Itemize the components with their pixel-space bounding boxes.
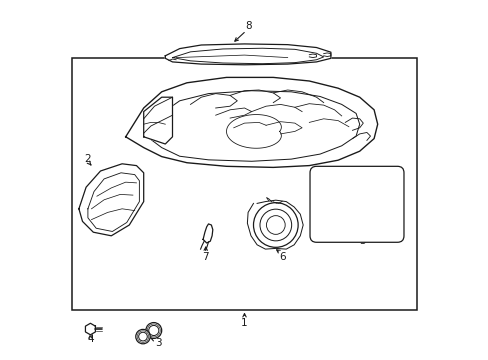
Text: 6: 6	[279, 252, 286, 262]
Polygon shape	[79, 164, 143, 236]
Circle shape	[145, 323, 162, 338]
Polygon shape	[203, 224, 212, 243]
Polygon shape	[85, 323, 95, 335]
Circle shape	[266, 216, 285, 234]
Text: 2: 2	[84, 154, 91, 164]
Circle shape	[136, 329, 150, 344]
Polygon shape	[125, 77, 377, 167]
Bar	[72, 58, 416, 310]
Text: 5: 5	[359, 236, 365, 246]
Circle shape	[253, 203, 298, 247]
Polygon shape	[247, 200, 303, 249]
Text: 8: 8	[244, 21, 251, 31]
Text: 3: 3	[155, 338, 162, 348]
Polygon shape	[165, 44, 330, 65]
Polygon shape	[143, 97, 172, 144]
Circle shape	[139, 332, 147, 341]
FancyBboxPatch shape	[309, 166, 403, 242]
Circle shape	[260, 209, 291, 241]
Text: 7: 7	[202, 252, 208, 262]
Text: 4: 4	[87, 334, 94, 344]
Circle shape	[148, 325, 159, 336]
Text: 1: 1	[241, 318, 247, 328]
